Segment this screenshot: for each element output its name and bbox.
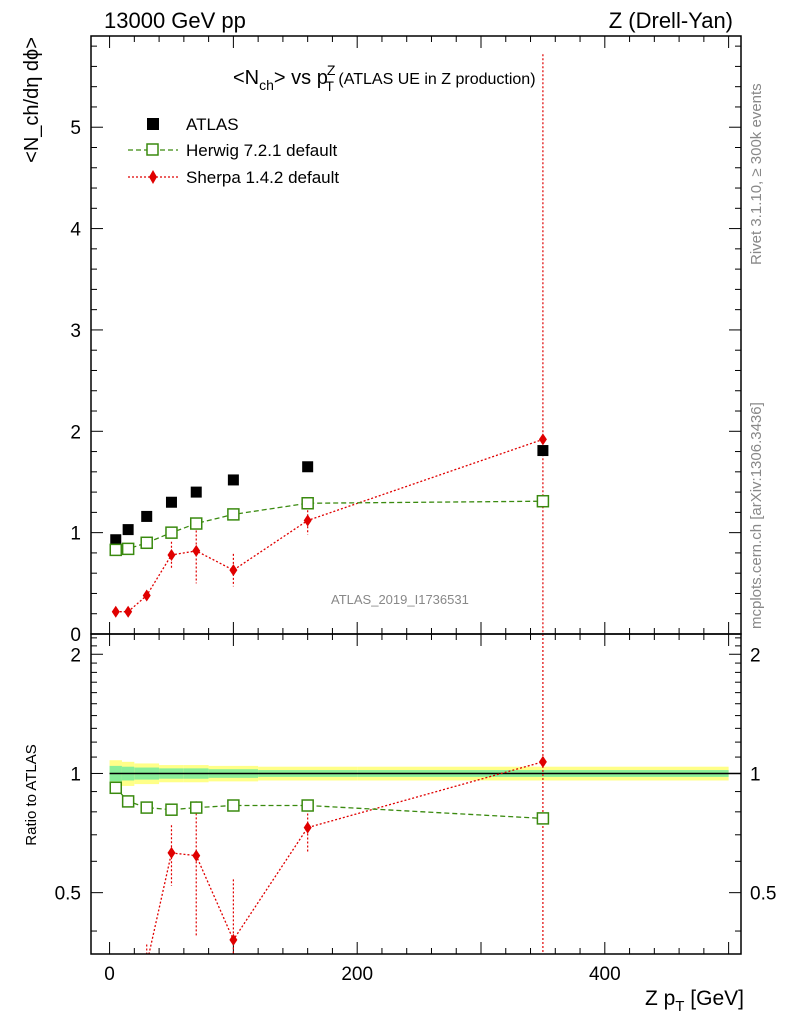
xlabel-unit: [GeV] (684, 987, 744, 1010)
title-suffix: (ATLAS UE in Z production) (334, 71, 536, 88)
herwig-point (301, 497, 314, 510)
title-prefix: <N (233, 67, 259, 89)
header-right: Z (Drell-Yan) (609, 8, 733, 33)
herwig-point (109, 543, 123, 557)
main-ytick-label: 2 (70, 422, 81, 443)
ratio-herwig-point (165, 803, 178, 816)
ratio-ytick-label-right: 1 (750, 764, 761, 785)
ratio-series (109, 634, 550, 1024)
atlas-point (141, 510, 153, 522)
main-ytick-label: 3 (70, 321, 81, 342)
analysis-watermark: ATLAS_2019_I1736531 (331, 592, 469, 607)
ratio-sherpa-point (538, 755, 547, 768)
main-ytick-label: 5 (70, 118, 81, 139)
legend-marker-herwig (146, 143, 159, 156)
atlas-point (190, 486, 202, 498)
sherpa-point (124, 605, 133, 618)
plot-title: <Nch> vs pZ T (ATLAS UE in Z production) (233, 62, 536, 94)
herwig-point (189, 517, 203, 530)
side-label-rivet: Rivet 3.1.10, ≥ 300k events (748, 83, 765, 265)
main-ytick-label: 0 (70, 625, 81, 646)
ratio-sherpa-point (143, 958, 151, 970)
sherpa-point (167, 548, 176, 561)
ratio-herwig-point (189, 801, 203, 814)
ratio-herwig-point (227, 799, 240, 812)
herwig-point (165, 526, 178, 539)
ratio-sherpa-line (148, 761, 544, 954)
ratio-herwig-point (109, 781, 123, 795)
ratio-ytick-label: 0.5 (55, 884, 81, 905)
title-pt-sub: T (325, 78, 334, 94)
ratio-xtick-label: 0 (104, 964, 115, 985)
legend-label-sherpa: Sherpa 1.4.2 default (186, 168, 339, 187)
main-panel: 0 1 2 3 4 5 <Nch> vs pZ T (ATLAS UE in Z produ… (21, 35, 742, 646)
sherpa-point (303, 514, 312, 527)
ratio-ytick-label-right: 0.5 (750, 884, 776, 905)
ratio-panel: 0.5 0.5 1 1 2 2 0 200 400 Ratio to ATLAS (23, 633, 776, 1024)
ratio-xtick-label: 400 (589, 964, 621, 985)
x-axis-label: Z pT [GeV] (645, 987, 744, 1015)
sherpa-point (111, 605, 120, 618)
herwig-point (121, 542, 135, 556)
sherpa-point (142, 589, 151, 602)
title-middle: > vs p (274, 67, 328, 89)
legend-label-atlas: ATLAS (186, 115, 239, 134)
atlas-point (227, 474, 239, 486)
ratio-herwig-point (140, 801, 153, 814)
legend: ATLAS Herwig 7.2.1 default Sherpa 1.4.2 … (128, 115, 339, 187)
xlabel-sub: T (675, 998, 684, 1015)
ratio-sherpa-point (167, 846, 176, 859)
herwig-point (227, 508, 240, 521)
main-ticks: 0 1 2 3 4 5 (70, 36, 741, 646)
title-prefix-sub: ch (259, 77, 274, 93)
main-ytick-label: 1 (70, 524, 81, 545)
sherpa-point (229, 564, 238, 577)
atlas-point (537, 445, 549, 457)
ratio-ylabel: Ratio to ATLAS (23, 744, 40, 845)
ratio-sherpa-point (112, 1013, 120, 1024)
xlabel-main: Z p (645, 987, 675, 1010)
main-ytick-label: 4 (70, 220, 81, 241)
herwig-point (140, 536, 153, 550)
side-label-mcplots: mcplots.cern.ch [arXiv:1306.3436] (748, 402, 765, 629)
ratio-xtick-label: 200 (341, 964, 373, 985)
header-left: 13000 GeV pp (104, 8, 246, 33)
ratio-ticks: 0.5 0.5 1 1 2 2 0 200 400 (55, 634, 776, 985)
title-pt-sup: Z (327, 62, 336, 78)
legend-marker-atlas (147, 118, 159, 130)
ratio-band (109, 760, 741, 788)
atlas-point (165, 496, 177, 508)
atlas-point (122, 524, 134, 536)
herwig-point (536, 494, 550, 508)
ratio-sherpa-point (229, 933, 238, 946)
sherpa-point (538, 433, 547, 446)
ratio-series-clipped (109, 634, 550, 1024)
ratio-herwig-point (301, 799, 314, 812)
atlas-point (110, 534, 122, 546)
ratio-sherpa-point (192, 849, 201, 862)
ratio-ytick-label: 2 (70, 645, 81, 666)
ratio-herwig-point (121, 795, 135, 808)
ratio-herwig-point (536, 812, 550, 825)
ratio-herwig-line (115, 787, 543, 820)
sherpa-line (115, 438, 544, 613)
main-series (109, 54, 550, 634)
main-ylabel: <N_ch/dη dϕ> (21, 37, 43, 163)
herwig-line (115, 500, 543, 551)
legend-marker-sherpa (149, 170, 157, 184)
ratio-frame (90, 633, 742, 955)
atlas-point (302, 461, 314, 473)
ratio-ytick-label: 1 (70, 764, 81, 785)
sherpa-point (192, 544, 201, 557)
ratio-sherpa-point (303, 821, 312, 834)
legend-label-herwig: Herwig 7.2.1 default (186, 141, 337, 160)
ratio-ytick-label-right: 2 (750, 645, 761, 666)
